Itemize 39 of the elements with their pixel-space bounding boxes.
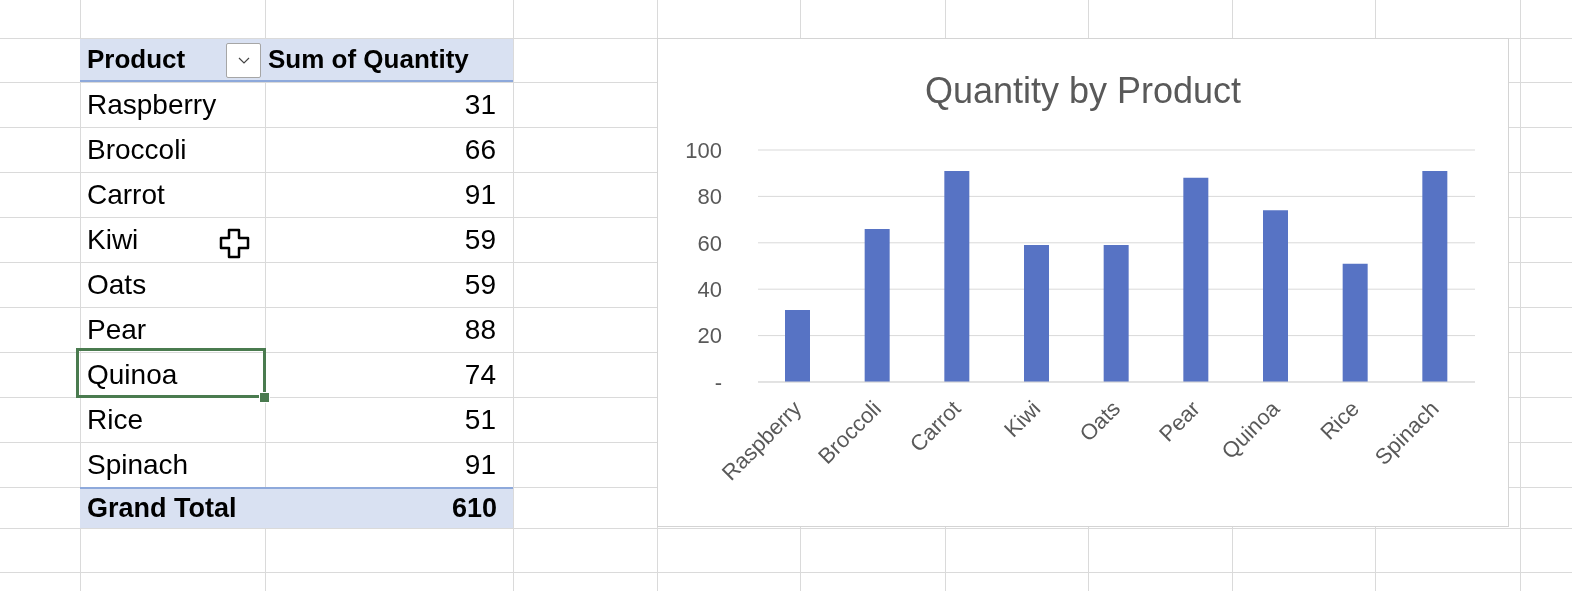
- bar: [1342, 263, 1368, 382]
- data-label: 88: [464, 313, 496, 346]
- text: 610: [451, 493, 497, 524]
- data-label: 31: [464, 88, 496, 121]
- category-label: Carrot: [87, 178, 165, 211]
- category-label: Broccoli: [87, 133, 187, 166]
- category-label: Raspberry: [87, 88, 217, 121]
- x-tick-label: Rice: [1315, 395, 1365, 445]
- bar: [944, 170, 970, 382]
- category-label: Oats: [87, 268, 147, 301]
- data-label: 66: [464, 133, 496, 166]
- category-label: Pear: [87, 313, 147, 346]
- y-tick-label: 80: [697, 184, 722, 210]
- data-label: 59: [464, 268, 496, 301]
- text: Sum of Quantity: [268, 44, 469, 75]
- category-label: Quinoa: [87, 358, 178, 391]
- category-label: Kiwi: [87, 223, 139, 256]
- x-tick-label: Oats: [1074, 395, 1126, 447]
- data-label: 59: [464, 223, 496, 256]
- y-tick-label: -: [714, 369, 722, 395]
- bar: [1422, 170, 1448, 382]
- x-tick-label: Kiwi: [999, 395, 1046, 443]
- bar: [1183, 177, 1209, 382]
- bar: [1103, 245, 1129, 382]
- data-label: 74: [464, 358, 496, 391]
- data-label: 51: [464, 403, 496, 436]
- data-label: 91: [464, 178, 496, 211]
- bar: [785, 310, 810, 382]
- y-tick-label: 40: [697, 277, 722, 303]
- chart-title: Quantity by Product: [924, 70, 1242, 111]
- bar: [864, 228, 890, 382]
- bar: [1024, 245, 1049, 382]
- bar: [1263, 210, 1288, 382]
- data-label: 91: [464, 448, 496, 481]
- y-tick-label: 100: [685, 137, 722, 163]
- y-tick-label: 60: [697, 230, 722, 256]
- text: Product: [87, 44, 186, 75]
- text: Grand Total: [87, 493, 237, 524]
- y-tick-label: 20: [697, 323, 722, 349]
